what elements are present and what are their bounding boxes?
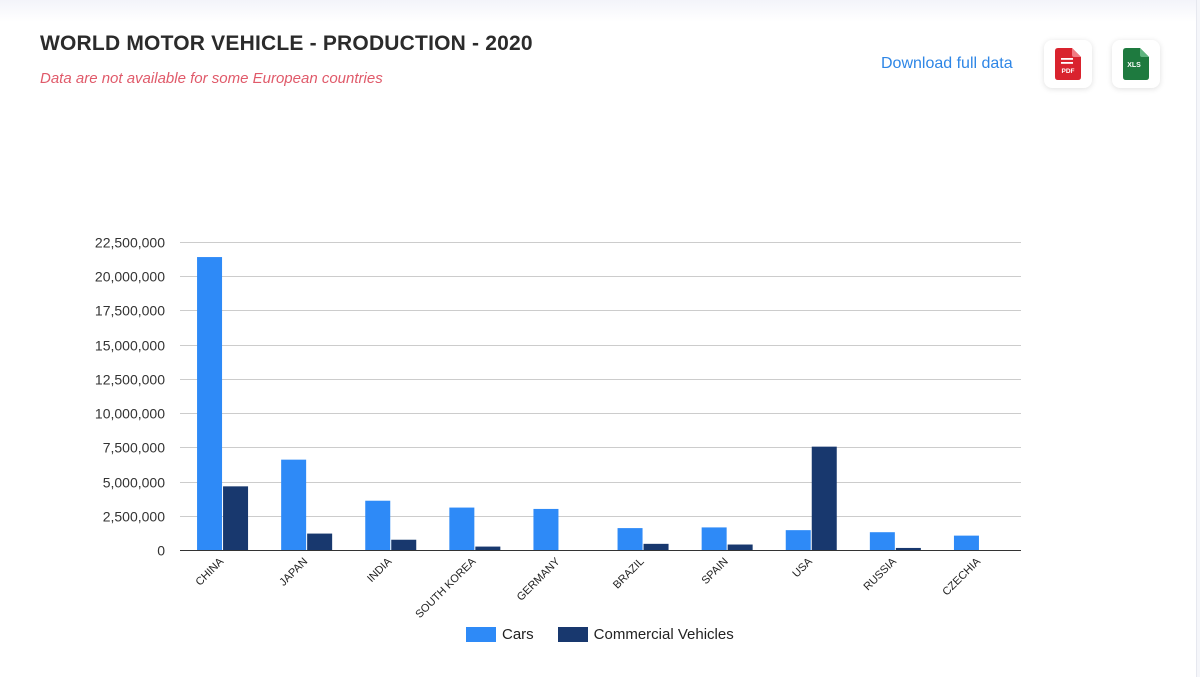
download-pdf-button[interactable]: PDF bbox=[1044, 40, 1092, 88]
y-tick-label: 0 bbox=[157, 543, 165, 559]
legend-item-cars[interactable]: Cars bbox=[466, 626, 534, 643]
xls-file-icon: XLS bbox=[1123, 48, 1149, 80]
download-full-data-link[interactable]: Download full data bbox=[881, 55, 1013, 72]
bar-commercial-india[interactable] bbox=[391, 539, 417, 550]
y-tick-label: 10,000,000 bbox=[95, 406, 165, 422]
x-tick-label-japan: JAPAN bbox=[277, 556, 310, 589]
y-tick-label: 7,500,000 bbox=[103, 440, 165, 456]
pdf-label: PDF bbox=[1062, 68, 1075, 75]
top-shade bbox=[0, 0, 1196, 22]
download-xls-button[interactable]: XLS bbox=[1112, 40, 1160, 88]
bar-commercial-usa[interactable] bbox=[811, 446, 837, 550]
y-tick-label: 20,000,000 bbox=[95, 269, 165, 285]
chart-subtitle: Data are not available for some European… bbox=[40, 70, 383, 87]
bar-commercial-south-korea[interactable] bbox=[475, 546, 501, 550]
legend-swatch-cars bbox=[466, 626, 496, 642]
bar-cars-brazil[interactable] bbox=[617, 528, 643, 550]
bar-commercial-russia[interactable] bbox=[895, 547, 921, 550]
x-tick-label-south-korea: SOUTH KOREA bbox=[413, 555, 479, 621]
bar-cars-czechia[interactable] bbox=[953, 535, 979, 550]
y-tick-label: 22,500,000 bbox=[95, 235, 165, 251]
bar-cars-usa[interactable] bbox=[785, 530, 811, 550]
bars bbox=[197, 257, 979, 550]
y-tick-label: 17,500,000 bbox=[95, 303, 165, 319]
y-tick-label: 15,000,000 bbox=[95, 338, 165, 354]
x-tick-label-czechia: CZECHIA bbox=[940, 555, 983, 598]
bar-commercial-japan[interactable] bbox=[307, 533, 333, 550]
y-tick-label: 5,000,000 bbox=[103, 475, 165, 491]
x-axis-ticks: CHINA JAPAN INDIA SOUTH KOREA GERMANY BRAZIL S… bbox=[193, 555, 983, 621]
x-tick-label-india: INDIA bbox=[365, 555, 395, 585]
legend-label-cars: Cars bbox=[502, 625, 534, 643]
bar-cars-japan[interactable] bbox=[281, 459, 307, 550]
grid-lines bbox=[180, 242, 1021, 517]
y-axis-ticks: 0 2,500,000 5,000,000 7,500,000 10,000,000 12… bbox=[95, 235, 165, 559]
bar-commercial-spain[interactable] bbox=[727, 544, 753, 550]
chart-legend: Cars Commercial Vehicles bbox=[466, 624, 758, 644]
x-tick-label-china: CHINA bbox=[193, 555, 226, 588]
bar-cars-russia[interactable] bbox=[869, 532, 895, 550]
chart-title: WORLD MOTOR VEHICLE - PRODUCTION - 2020 bbox=[40, 32, 533, 55]
xls-label: XLS bbox=[1127, 62, 1141, 69]
y-tick-label: 2,500,000 bbox=[103, 509, 165, 525]
bar-cars-india[interactable] bbox=[365, 500, 391, 550]
x-tick-label-brazil: BRAZIL bbox=[611, 556, 647, 592]
bar-commercial-china[interactable] bbox=[223, 486, 249, 550]
legend-label-commercial: Commercial Vehicles bbox=[593, 625, 734, 643]
x-tick-label-spain: SPAIN bbox=[700, 556, 731, 587]
legend-item-commercial[interactable]: Commercial Vehicles bbox=[557, 625, 734, 643]
bar-cars-china[interactable] bbox=[197, 257, 223, 550]
bar-cars-germany[interactable] bbox=[533, 508, 559, 550]
bar-commercial-brazil[interactable] bbox=[643, 543, 669, 550]
bar-cars-south-korea[interactable] bbox=[449, 507, 475, 550]
bar-cars-spain[interactable] bbox=[701, 527, 727, 550]
y-tick-label: 12,500,000 bbox=[95, 372, 165, 388]
x-tick-label-usa: USA bbox=[790, 555, 815, 580]
legend-swatch-commercial bbox=[557, 626, 588, 642]
pdf-file-icon: PDF bbox=[1055, 48, 1081, 80]
x-tick-label-germany: GERMANY bbox=[515, 555, 563, 603]
x-tick-label-russia: RUSSIA bbox=[862, 555, 900, 593]
